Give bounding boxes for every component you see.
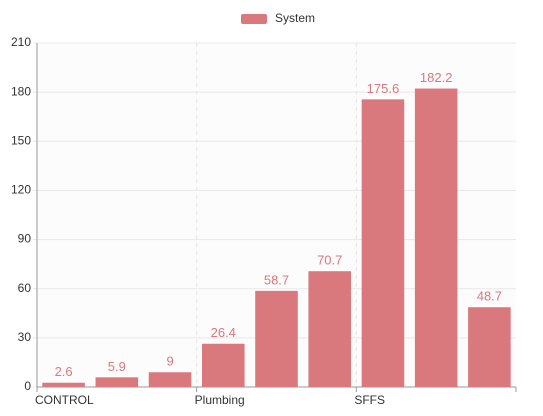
value-label: 26.4 bbox=[211, 325, 236, 340]
y-tick-label: 210 bbox=[11, 35, 31, 49]
value-label: 182.2 bbox=[420, 70, 453, 85]
value-label: 70.7 bbox=[317, 253, 342, 268]
bar bbox=[95, 377, 139, 387]
bar bbox=[255, 290, 298, 387]
bar bbox=[308, 271, 352, 387]
bar bbox=[414, 88, 458, 387]
bar bbox=[148, 372, 192, 387]
value-label: 2.6 bbox=[55, 364, 73, 379]
bar bbox=[361, 99, 405, 388]
legend-swatch bbox=[241, 14, 267, 24]
y-tick-label: 30 bbox=[18, 330, 32, 344]
y-tick-label: 0 bbox=[24, 379, 31, 393]
y-tick-label: 90 bbox=[18, 232, 32, 246]
bar bbox=[42, 382, 85, 387]
value-label: 5.9 bbox=[108, 359, 126, 374]
value-label: 9 bbox=[166, 354, 173, 369]
bar bbox=[468, 307, 511, 387]
value-label: 175.6 bbox=[367, 81, 400, 96]
x-tick-label: SFFS bbox=[354, 393, 385, 407]
legend-label: System bbox=[275, 11, 315, 25]
bar bbox=[201, 343, 245, 387]
y-tick-label: 150 bbox=[11, 133, 31, 147]
y-tick-label: 120 bbox=[11, 183, 31, 197]
y-tick-label: 60 bbox=[18, 281, 32, 295]
x-tick-label: Plumbing bbox=[195, 393, 245, 407]
value-label: 58.7 bbox=[264, 272, 289, 287]
value-label: 48.7 bbox=[477, 289, 502, 304]
x-tick-label: CONTROL bbox=[35, 393, 94, 407]
y-tick-label: 180 bbox=[11, 84, 31, 98]
